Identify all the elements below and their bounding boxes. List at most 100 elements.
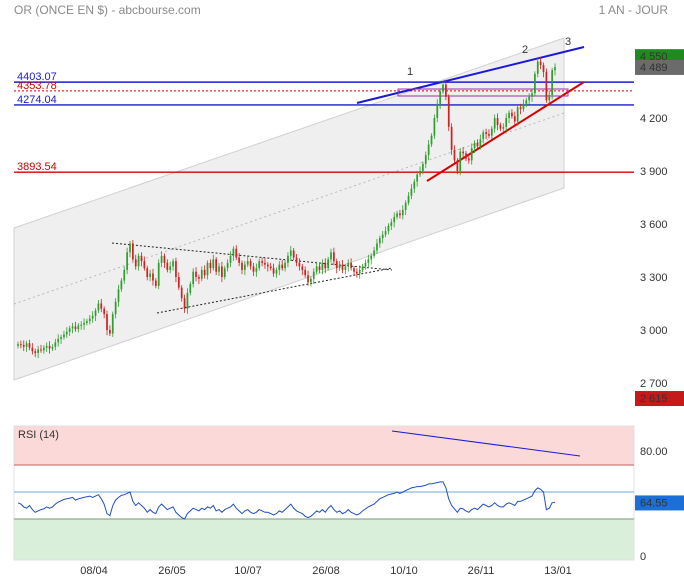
price-badge-label: 2 615 (640, 393, 668, 405)
level-label: 3893.54 (17, 161, 57, 173)
candle-body (54, 342, 57, 347)
candle-body (327, 259, 330, 269)
candle-body (111, 314, 114, 334)
candle-body (177, 277, 180, 288)
candle-body (467, 158, 470, 161)
candle-body (424, 155, 427, 164)
candle-body (488, 133, 490, 136)
candle-body (384, 231, 387, 235)
annotation-3: 3 (565, 36, 571, 48)
price-axis: 2 700 3 000 3 300 3 600 3 900 4 200 (640, 113, 668, 390)
candle-body (281, 264, 284, 269)
annotation-2: 2 (522, 44, 528, 56)
candle-body (459, 151, 462, 171)
candle-body (404, 202, 407, 210)
candle-body (275, 269, 278, 274)
candle-body (367, 259, 370, 263)
candle-body (229, 255, 232, 263)
rsi-tick-label: 80.00 (640, 446, 668, 458)
candle-body (427, 144, 430, 156)
candle-body (292, 250, 295, 258)
candle-body (534, 73, 536, 94)
candle-body (304, 269, 307, 276)
candle-body (232, 248, 235, 256)
candle-body (126, 252, 128, 270)
candle-body (502, 126, 505, 129)
candle-body (439, 91, 441, 104)
candle-body (132, 243, 134, 260)
y-tick-label: 3 000 (640, 325, 668, 337)
candle-body (295, 257, 298, 263)
candle-body (255, 268, 258, 272)
candle-body (157, 262, 160, 286)
candle-body (315, 266, 318, 272)
candle-body (20, 344, 22, 346)
candle-body (376, 243, 378, 251)
candle-body (106, 314, 108, 330)
candle-body (442, 84, 444, 92)
candle-body (235, 248, 238, 258)
rsi-value-badge (635, 495, 684, 511)
consolidation-box (397, 88, 569, 97)
candle-body (278, 264, 281, 270)
candle-body (347, 262, 350, 267)
candle-body (373, 250, 375, 256)
candle-body (123, 269, 126, 281)
candle-body (554, 66, 556, 71)
price-badge (635, 59, 684, 75)
candle-body (137, 255, 140, 267)
candle-body (272, 268, 275, 274)
candle-body (206, 262, 209, 276)
candle-body (74, 326, 77, 330)
candle-body (212, 259, 215, 269)
candle-body (221, 266, 223, 277)
candle-body (350, 262, 352, 269)
candle-body (370, 255, 373, 260)
candle-body (453, 149, 456, 161)
candle-body (163, 255, 166, 263)
candle-body (499, 125, 502, 129)
x-tick-label: 13/01 (544, 565, 572, 577)
y-tick-label: 2 700 (640, 378, 668, 390)
candle-body (551, 70, 553, 96)
candle-body (209, 262, 212, 269)
time-axis: 08/04 26/05 10/07 26/08 10/10 26/11 13/01 (80, 565, 572, 577)
rsi-panel: RSI (14) (13, 425, 635, 561)
candle-body (542, 65, 545, 73)
candle-body (341, 264, 344, 270)
candle-body (149, 273, 151, 277)
candle-body (473, 142, 476, 149)
candle-body (48, 345, 51, 349)
candle-body (218, 266, 220, 272)
candle-body (355, 271, 358, 274)
level-label: 4403.07 (17, 71, 57, 83)
candle-body (183, 298, 186, 309)
x-tick-label: 10/07 (234, 565, 262, 577)
candle-body (77, 325, 80, 330)
candle-body (175, 261, 177, 277)
pattern-drawings: 1 2 3 (111, 36, 585, 314)
candle-body (465, 153, 467, 159)
y-tick-label: 3 900 (640, 166, 668, 178)
candle-body (378, 238, 381, 244)
candle-body (321, 262, 324, 270)
candle-body (68, 328, 71, 332)
candle-body (490, 128, 493, 136)
candle-body (264, 262, 266, 265)
candle-body (169, 266, 172, 270)
candle-body (381, 234, 384, 239)
annotation-1: 1 (407, 66, 413, 78)
candle-body (200, 269, 203, 279)
candle-body (91, 315, 94, 319)
candle-body (433, 118, 436, 136)
candle-body (172, 261, 174, 267)
candle-body (152, 273, 154, 281)
candle-body (496, 118, 499, 126)
candle-body (114, 301, 117, 315)
candle-body (195, 271, 197, 277)
candle-body (180, 287, 183, 299)
candle-body (513, 116, 516, 122)
candle-body (192, 271, 195, 285)
